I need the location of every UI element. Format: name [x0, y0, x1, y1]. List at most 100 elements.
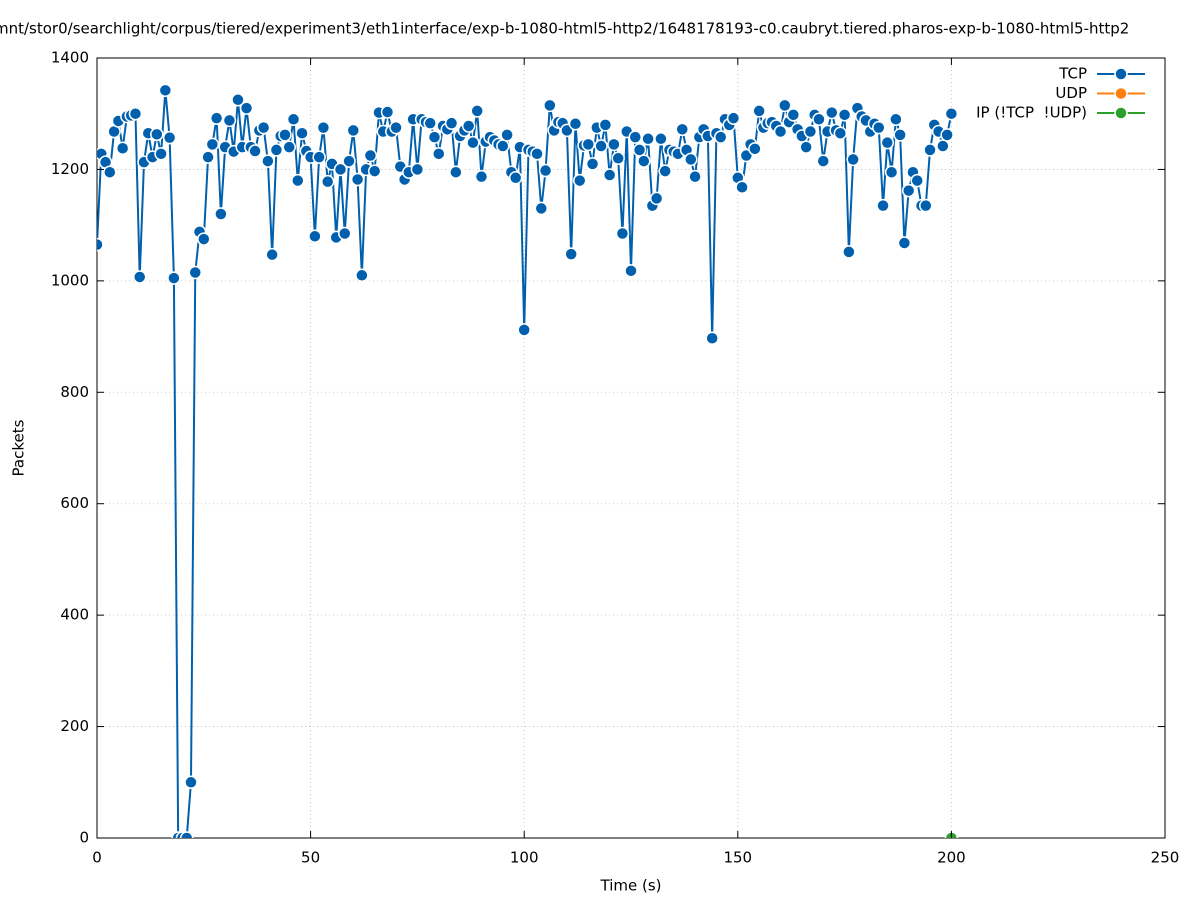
data-point: [265, 247, 279, 262]
data-point: [726, 111, 741, 125]
data-point: [572, 173, 587, 188]
x-tick-label: 200: [937, 849, 966, 867]
data-point: [611, 151, 625, 166]
data-point: [150, 127, 164, 142]
data-point: [316, 120, 331, 135]
data-point: [261, 154, 275, 168]
data-point: [162, 130, 177, 145]
data-point: [154, 147, 168, 161]
data-point: [944, 106, 959, 121]
data-point: [517, 323, 531, 337]
data-point: [132, 270, 147, 284]
data-point: [346, 123, 361, 138]
data-point: [470, 104, 484, 118]
x-axis-label: Time (s): [600, 877, 662, 895]
data-point: [538, 163, 553, 178]
data-point: [884, 165, 899, 179]
data-point: [786, 108, 801, 122]
data-point: [936, 139, 950, 153]
data-point: [889, 112, 903, 127]
data-point: [308, 229, 322, 244]
data-point: [825, 105, 839, 120]
chart-title: mnt/stor0/searchlight/corpus/tiered/expe…: [0, 20, 1129, 38]
data-point: [893, 128, 907, 142]
data-point: [872, 120, 886, 135]
data-point: [773, 124, 788, 139]
x-tick-label: 100: [510, 849, 539, 867]
data-point: [752, 104, 766, 118]
data-point: [432, 147, 446, 161]
x-tick-label: 150: [723, 849, 752, 867]
data-point: [355, 268, 369, 283]
y-tick-label: 1000: [51, 271, 89, 289]
data-point: [846, 152, 860, 167]
legend-label: UDP: [1055, 84, 1087, 102]
data-point: [637, 154, 651, 168]
legend-label: IP (!TCP !UDP): [976, 104, 1087, 122]
data-point: [799, 140, 813, 154]
data-point: [363, 148, 378, 163]
data-point: [816, 154, 830, 168]
data-point: [286, 112, 301, 127]
data-point: [842, 245, 856, 259]
data-point: [278, 128, 292, 142]
data-point: [295, 126, 309, 140]
data-point: [530, 147, 544, 161]
data-point: [184, 775, 198, 790]
data-point: [658, 164, 672, 178]
data-point: [632, 143, 647, 157]
data-point: [508, 171, 523, 185]
data-point: [649, 191, 664, 206]
data-point: [333, 162, 348, 177]
legend-label: TCP: [1058, 65, 1087, 83]
data-point: [461, 119, 476, 133]
data-point: [675, 122, 690, 137]
data-point: [713, 130, 728, 144]
y-axis-label: Packets: [10, 419, 28, 476]
x-tick-label: 50: [301, 849, 320, 867]
data-point: [222, 113, 237, 128]
y-tick-label: 1200: [51, 160, 89, 178]
data-point: [940, 128, 954, 142]
data-point: [897, 236, 912, 250]
data-point: [615, 226, 630, 241]
data-point: [380, 105, 395, 119]
data-point: [748, 142, 762, 156]
data-point: [320, 174, 335, 189]
plot-frame: [96, 57, 1166, 839]
y-tick-label: 0: [79, 829, 89, 847]
data-point: [923, 143, 937, 157]
data-point: [231, 93, 245, 107]
data-point: [338, 226, 352, 241]
plot-area: [97, 83, 959, 838]
y-tick-label: 1400: [51, 49, 89, 67]
data-point: [449, 165, 463, 179]
data-point: [684, 152, 698, 167]
data-point: [735, 180, 749, 195]
data-point: [410, 162, 425, 177]
data-point: [205, 137, 220, 152]
data-point: [607, 137, 621, 152]
data-point: [705, 331, 719, 345]
data-point: [880, 135, 895, 150]
data-point: [291, 173, 305, 188]
data-point: [594, 139, 608, 153]
data-point: [803, 124, 818, 139]
data-point: [269, 143, 284, 157]
data-point: [103, 165, 117, 179]
legend-marker: [1114, 86, 1128, 101]
data-point: [350, 172, 365, 187]
data-point: [444, 116, 459, 130]
data-point: [534, 201, 549, 216]
data-point: [564, 247, 578, 261]
data-point: [496, 139, 510, 153]
data-point: [876, 198, 890, 213]
y-tick-label: 800: [60, 383, 89, 401]
data-point: [97, 237, 104, 252]
data-point: [256, 120, 271, 135]
data-point: [115, 141, 130, 156]
data-point: [641, 132, 655, 146]
grid: [96, 57, 1166, 839]
